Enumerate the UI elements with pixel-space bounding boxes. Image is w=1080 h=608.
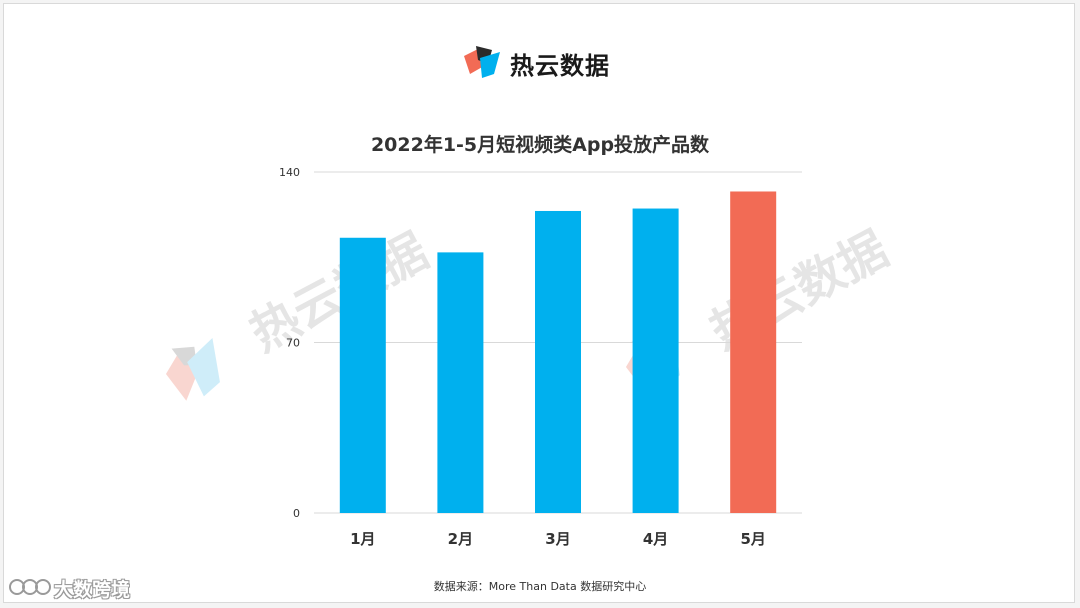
- bar: [535, 210, 581, 513]
- corner-watermark-name: 大数跨境: [54, 579, 131, 601]
- x-tick-label: 5月: [740, 530, 765, 548]
- x-axis-ticks: 1月 2月 3月 4月 5月: [350, 530, 766, 548]
- corner-watermark: 大数跨境: [8, 572, 158, 602]
- bar: [437, 252, 484, 513]
- y-tick-label: 70: [286, 337, 300, 350]
- brand-name: 热云数据: [510, 52, 610, 80]
- y-tick-label: 0: [293, 507, 300, 520]
- bar: [339, 237, 386, 513]
- x-tick-label: 4月: [643, 530, 668, 548]
- watermark: 热云数据 热云数据: [165, 221, 897, 401]
- bars: [339, 191, 777, 514]
- x-tick-label: 2月: [448, 530, 473, 548]
- y-axis-ticks: 0 70 140: [279, 166, 300, 520]
- brand-header: 热云数据: [462, 42, 632, 82]
- x-tick-label: 3月: [545, 530, 570, 548]
- source-note: 数据来源：More Than Data 数据研究中心: [433, 580, 647, 593]
- watermark-logo-icon: [165, 337, 220, 401]
- chart-title: 2022年1-5月短视频类App投放产品数: [370, 134, 710, 156]
- y-tick-label: 140: [279, 166, 300, 179]
- dashukuajing-logo-icon: [9, 579, 51, 595]
- bar: [632, 208, 679, 514]
- bar: [730, 191, 777, 513]
- reyun-logo-icon: [464, 46, 500, 78]
- x-tick-label: 1月: [350, 530, 375, 548]
- watermark-text: 热云数据: [241, 223, 437, 363]
